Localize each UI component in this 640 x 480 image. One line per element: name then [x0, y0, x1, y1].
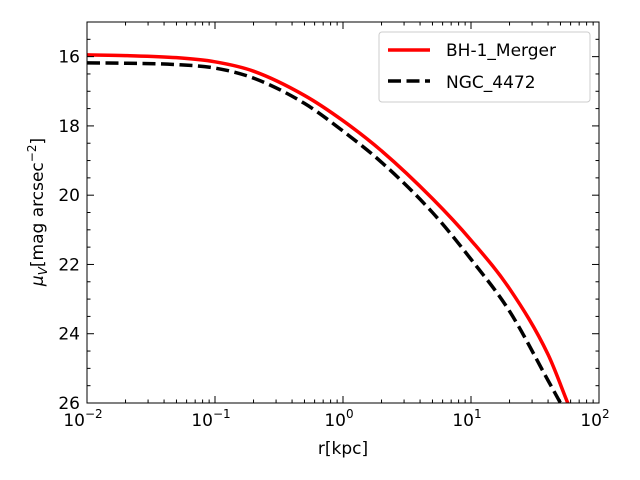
y-tick-label: 16	[58, 48, 80, 68]
x-tick-label: 102	[580, 407, 609, 431]
y-tick-label: 18	[58, 117, 80, 137]
y-tick-label: 24	[58, 325, 80, 345]
series-line-ngc-4472	[87, 61, 563, 403]
series-line-bh-1-merger	[87, 53, 570, 403]
x-tick-label: 100	[324, 407, 353, 431]
x-tick-label: 101	[452, 407, 481, 431]
x-tick-label: 10−1	[191, 407, 230, 431]
y-tick-label: 26	[58, 394, 80, 414]
x-tick-label: 10−2	[63, 407, 102, 431]
plot-frame	[86, 21, 600, 404]
y-axis-label: μV[mag arcsec−2]	[25, 138, 50, 287]
series-layer	[87, 53, 570, 403]
y-tick-label: 20	[58, 186, 80, 206]
legend-box	[378, 31, 591, 103]
legend-label-bh-1-merger: BH-1_Merger	[446, 41, 556, 61]
y-tick-labels: 16 18 20 22 24 26	[58, 48, 80, 414]
legend-label-ngc-4472: NGC_4472	[446, 73, 536, 93]
x-axis-label: r[kpc]	[318, 439, 368, 459]
legend: BH-1_Merger NGC_4472	[378, 31, 591, 103]
y-tick-label: 22	[58, 255, 80, 275]
x-tick-labels: 10−2 10−1 100 101 102	[63, 407, 609, 431]
